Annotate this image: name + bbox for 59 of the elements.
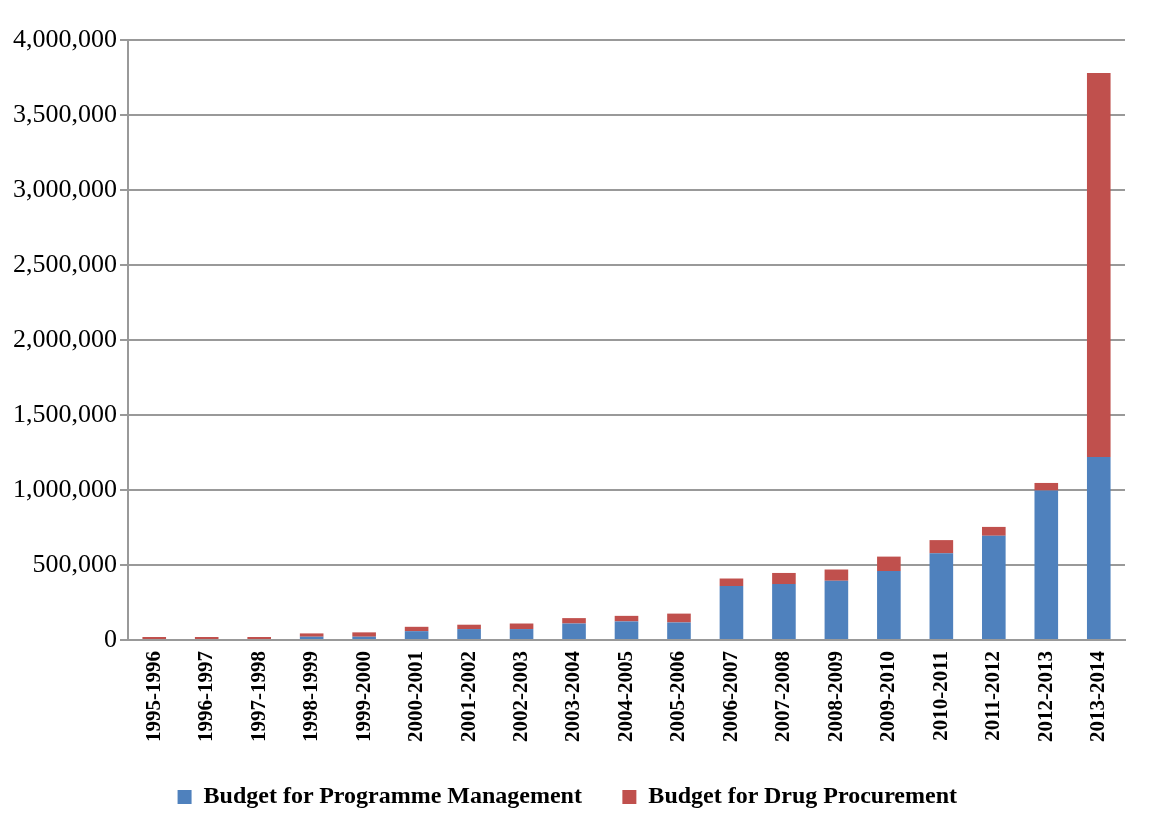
bar [667, 613, 691, 623]
x-tick-label: 2011-2012 [980, 651, 1005, 741]
bar [1034, 482, 1059, 491]
x-tick-label: 2001-2002 [455, 651, 480, 743]
x-tick-label: 1999-2000 [350, 651, 375, 743]
x-tick-label: 2003-2004 [560, 650, 585, 743]
y-tick-label: 1,000,000 [13, 473, 117, 503]
y-tick-label: 1,500,000 [13, 398, 117, 428]
bar [719, 578, 744, 587]
x-tick-label: 2008-2009 [822, 651, 847, 743]
x-tick-label: 2000-2001 [403, 651, 428, 743]
bar [824, 569, 849, 581]
bar [929, 540, 954, 554]
y-tick-label: 0 [104, 623, 117, 653]
y-tick-label: 3,000,000 [13, 173, 117, 203]
bar [142, 637, 167, 640]
bar [457, 629, 481, 640]
bar [404, 631, 429, 640]
bar [509, 629, 534, 640]
bar [1034, 490, 1059, 640]
y-tick-label: 2,500,000 [13, 248, 117, 278]
x-tick-label: 2004-2005 [612, 651, 637, 743]
bar [772, 572, 796, 585]
bar [719, 586, 744, 640]
bar [562, 623, 586, 640]
bar [667, 622, 691, 640]
bar [982, 526, 1006, 536]
x-tick-label: 1996-1997 [193, 651, 218, 743]
bar [457, 624, 481, 630]
x-tick-label: 1997-1998 [245, 651, 270, 743]
x-tick-label: 2010-2011 [927, 651, 952, 741]
bar [247, 637, 271, 640]
bar [352, 632, 376, 637]
bar [772, 584, 796, 640]
bar [877, 571, 901, 640]
x-tick-label: 2007-2008 [770, 651, 795, 743]
bar [877, 556, 901, 572]
x-tick-label: 2005-2006 [665, 651, 690, 743]
x-tick-label: 2009-2010 [875, 651, 900, 743]
x-tick-label: 1998-1999 [298, 651, 323, 743]
y-tick-label: 4,000,000 [13, 23, 117, 53]
bar [982, 535, 1006, 640]
bar [1086, 73, 1111, 458]
x-tick-label: 2012-2013 [1032, 651, 1057, 743]
bar [1086, 457, 1111, 640]
bar [614, 621, 639, 640]
bar [929, 553, 954, 640]
y-tick-label: 500,000 [32, 548, 117, 578]
x-tick-label: 1995-1996 [140, 651, 165, 743]
x-tick-label: 2002-2003 [507, 651, 532, 743]
bar [824, 580, 849, 640]
bar [194, 637, 219, 640]
y-tick-label: 3,500,000 [13, 98, 117, 128]
legend-label: Budget for Programme Management [203, 782, 582, 809]
legend-label: Budget for Drug Procurement [648, 782, 957, 809]
x-tick-label: 2013-2014 [1085, 650, 1110, 743]
y-tick-label: 2,000,000 [13, 323, 117, 353]
x-tick-label: 2006-2007 [717, 651, 742, 743]
bar [562, 618, 586, 624]
